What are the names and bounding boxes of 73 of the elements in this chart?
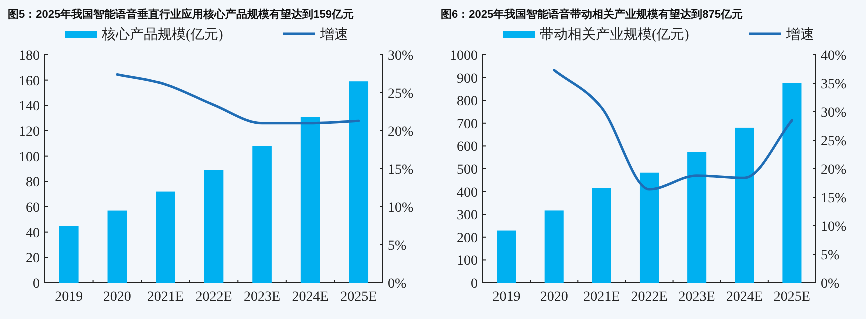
y2-tick-label: 35% xyxy=(821,78,847,92)
x-tick-label: 2021E xyxy=(147,290,184,305)
x-tick-label: 2025E xyxy=(774,290,810,305)
y2-tick-label: 40% xyxy=(821,49,847,64)
y2-tick-label: 30% xyxy=(388,49,414,64)
y-tick-label: 300 xyxy=(457,208,478,224)
y2-tick-label: 10% xyxy=(388,201,414,216)
legend-label: 带动相关产业规模(亿元) xyxy=(540,27,690,43)
x-tick-label: 2024E xyxy=(292,290,329,305)
bar xyxy=(782,84,802,283)
legend-label: 核心产品规模(亿元) xyxy=(101,27,224,43)
bar xyxy=(108,210,128,283)
bar xyxy=(735,128,754,283)
bar xyxy=(640,172,660,283)
y-tick-label: 0 xyxy=(471,277,478,292)
y2-tick-label: 10% xyxy=(821,220,847,235)
y2-tick-label: 20% xyxy=(388,125,414,140)
y-tick-label: 200 xyxy=(457,231,478,246)
bar xyxy=(59,226,79,283)
y2-tick-label: 5% xyxy=(821,248,840,264)
y2-tick-label: 25% xyxy=(821,134,847,150)
x-tick-label: 2019 xyxy=(492,290,521,305)
y-tick-label: 120 xyxy=(19,125,40,140)
y2-tick-label: 15% xyxy=(821,192,847,206)
chart-title: 图5：2025年我国智能语音垂直行业应用核心产品规模有望达到159亿元 xyxy=(8,8,354,21)
bar xyxy=(252,146,272,283)
y-tick-label: 700 xyxy=(457,117,478,132)
line-series xyxy=(553,69,794,191)
y-tick-label: 100 xyxy=(19,150,40,166)
y2-tick-label: 5% xyxy=(388,239,407,254)
bar xyxy=(204,170,224,283)
y2-tick-label: 15% xyxy=(388,163,414,178)
x-tick-label: 2022E xyxy=(196,290,232,305)
y-tick-label: 800 xyxy=(457,94,478,110)
y2-tick-label: 0% xyxy=(821,277,840,292)
y-tick-label: 100 xyxy=(457,254,478,270)
bar xyxy=(592,188,612,283)
legend-label: 增速 xyxy=(319,27,348,43)
bar xyxy=(156,192,176,283)
y-tick-label: 1000 xyxy=(450,49,478,64)
y-tick-label: 180 xyxy=(19,49,40,64)
y-tick-label: 0 xyxy=(33,277,40,292)
y2-tick-label: 30% xyxy=(821,106,847,121)
x-tick-label: 2021E xyxy=(584,290,620,305)
y-tick-label: 60 xyxy=(26,201,40,216)
x-tick-label: 2024E xyxy=(726,290,763,305)
y2-tick-label: 20% xyxy=(821,163,847,178)
bar xyxy=(544,210,564,283)
y-tick-label: 500 xyxy=(457,163,478,178)
x-tick-label: 2023E xyxy=(678,290,716,305)
bar xyxy=(497,230,516,283)
x-tick-label: 2020 xyxy=(103,290,132,305)
y-tick-label: 900 xyxy=(457,72,478,87)
line-series xyxy=(116,74,360,125)
y-tick-label: 80 xyxy=(26,176,40,191)
legend-label: 增速 xyxy=(785,27,814,43)
bar xyxy=(349,82,369,283)
x-tick-label: 2023E xyxy=(244,290,281,305)
y-tick-label: 600 xyxy=(457,140,478,156)
y2-tick-label: 0% xyxy=(388,277,407,292)
y-tick-label: 140 xyxy=(19,100,40,115)
x-tick-label: 2025E xyxy=(340,290,378,305)
y-tick-label: 160 xyxy=(19,74,40,90)
bar xyxy=(300,117,320,283)
x-tick-label: 2022E xyxy=(631,290,668,305)
chart-title: 图6：2025年我国智能语音带动相关产业规模有望达到875亿元 xyxy=(441,8,743,21)
x-tick-label: 2020 xyxy=(540,290,568,305)
y2-tick-label: 25% xyxy=(388,87,414,102)
x-tick-label: 2019 xyxy=(55,290,84,305)
bar xyxy=(688,152,707,283)
y-tick-label: 40 xyxy=(26,226,40,242)
y-tick-label: 400 xyxy=(457,186,478,201)
y-tick-label: 20 xyxy=(26,252,40,267)
